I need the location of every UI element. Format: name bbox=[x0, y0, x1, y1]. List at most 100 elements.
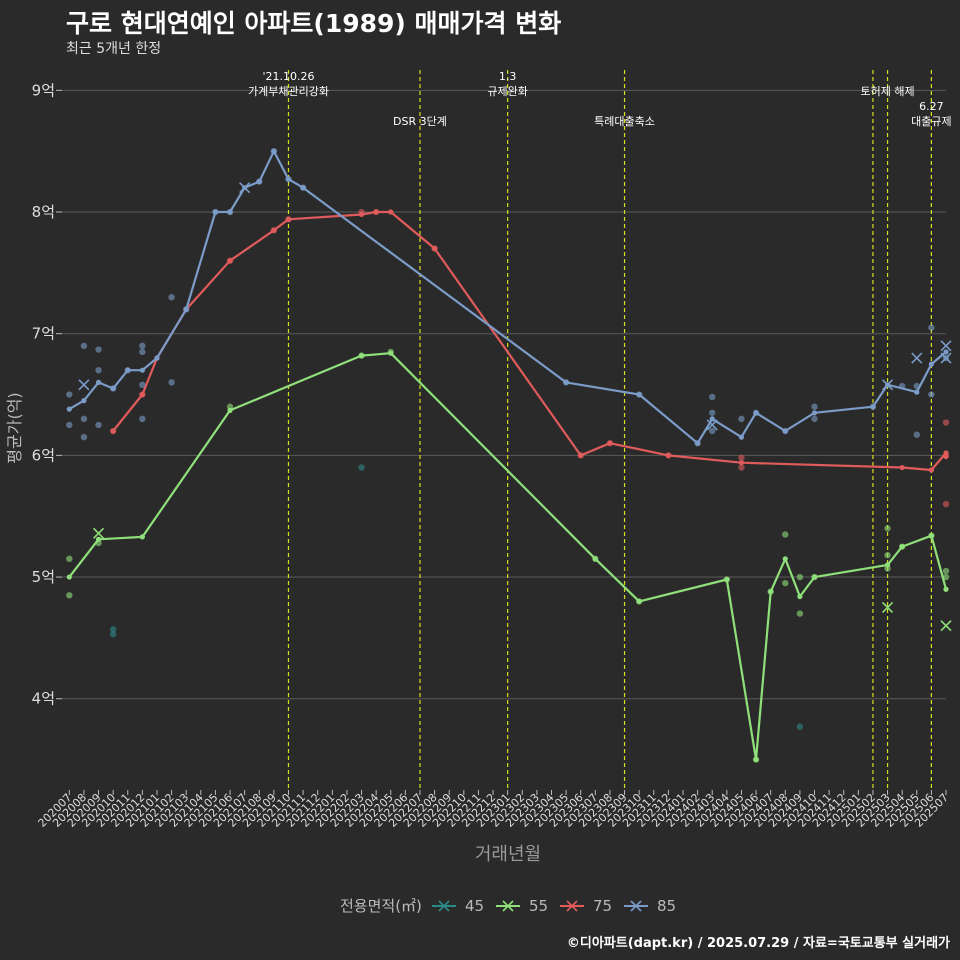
line-point bbox=[227, 209, 233, 215]
cross-marker bbox=[78, 379, 90, 391]
line-point bbox=[212, 209, 219, 215]
x-axis: 2020072020082020092020102020112020122021… bbox=[36, 790, 951, 830]
line-point bbox=[914, 389, 920, 395]
data-point bbox=[884, 565, 891, 572]
line-point bbox=[388, 209, 394, 215]
line-point bbox=[431, 245, 438, 252]
data-point bbox=[811, 403, 818, 410]
cross-marker bbox=[881, 379, 894, 391]
y-tick-label: 4억 bbox=[32, 690, 55, 708]
data-point bbox=[66, 391, 73, 398]
line-point bbox=[943, 349, 949, 355]
line-point bbox=[139, 391, 145, 398]
line-point bbox=[358, 353, 365, 359]
line-point bbox=[285, 176, 292, 182]
data-point bbox=[942, 567, 950, 575]
y-tick-label: 9억 bbox=[32, 81, 55, 99]
event-annotation-text: 특례대출축소 bbox=[594, 115, 655, 128]
event-annotation-text: 1.3 bbox=[499, 70, 517, 83]
data-point bbox=[782, 579, 789, 587]
data-point bbox=[709, 409, 716, 416]
line-point bbox=[738, 434, 745, 440]
cross-marker bbox=[92, 527, 105, 539]
cross-marker bbox=[239, 182, 251, 194]
legend-item-45: 45 bbox=[432, 897, 484, 915]
line-point bbox=[154, 355, 160, 361]
event-annotation-text: 규제완화 bbox=[487, 85, 527, 98]
line-point bbox=[271, 227, 277, 233]
line-point bbox=[768, 589, 774, 595]
data-point bbox=[782, 531, 789, 538]
data-point bbox=[796, 610, 804, 617]
series-45 bbox=[109, 464, 804, 730]
line-point bbox=[373, 209, 379, 215]
data-point bbox=[95, 346, 102, 353]
data-point bbox=[168, 379, 175, 386]
line-point bbox=[665, 452, 671, 458]
legend-label: 55 bbox=[529, 897, 548, 915]
line-point bbox=[811, 410, 818, 416]
series-85 bbox=[66, 147, 952, 447]
line-point bbox=[139, 534, 145, 540]
cross-marker bbox=[940, 352, 952, 364]
data-point bbox=[738, 454, 745, 462]
cross-marker bbox=[940, 620, 952, 632]
line-point bbox=[285, 216, 292, 222]
line-point bbox=[256, 178, 262, 185]
x-axis-label: 거래년월 bbox=[475, 844, 541, 865]
cross-marker bbox=[940, 340, 952, 352]
line-point bbox=[797, 593, 803, 600]
event-annotation-text: 토허제 해제 bbox=[860, 84, 914, 98]
data-point bbox=[796, 573, 804, 581]
line-point bbox=[95, 379, 102, 385]
line-point bbox=[811, 574, 818, 580]
line-point bbox=[870, 404, 876, 410]
series-55 bbox=[66, 348, 952, 763]
line-point bbox=[943, 453, 949, 460]
line-point bbox=[928, 361, 934, 367]
data-point bbox=[95, 421, 102, 429]
line-point bbox=[358, 211, 365, 218]
legend-label: 75 bbox=[593, 897, 612, 915]
y-tick-label: 7억 bbox=[32, 325, 55, 343]
data-point bbox=[109, 631, 117, 638]
data-point bbox=[928, 324, 935, 331]
legend-item-55: 55 bbox=[496, 897, 548, 915]
grid-lines bbox=[62, 89, 946, 700]
line-point bbox=[66, 406, 72, 412]
event-annotation-text: '21.10.26 bbox=[262, 70, 314, 83]
source-caption: ©디아파트(dapt.kr) / 2025.07.29 / 자료=국토교통부 실… bbox=[566, 936, 950, 951]
line-point bbox=[95, 536, 102, 542]
data-point bbox=[738, 464, 745, 471]
line-point bbox=[753, 756, 759, 763]
y-tick-label: 5억 bbox=[32, 568, 55, 586]
line-point bbox=[943, 586, 949, 592]
data-point bbox=[139, 348, 146, 356]
line-point bbox=[899, 544, 905, 550]
series-line bbox=[68, 352, 948, 761]
data-point bbox=[709, 393, 716, 401]
legend-label: 45 bbox=[465, 897, 484, 915]
line-point bbox=[636, 391, 642, 398]
data-point bbox=[358, 464, 365, 471]
line-point bbox=[139, 367, 145, 373]
line-point bbox=[81, 398, 87, 404]
line-point bbox=[110, 428, 116, 434]
data-point bbox=[168, 293, 175, 301]
line-point bbox=[884, 562, 891, 568]
line-point bbox=[592, 556, 598, 562]
data-point bbox=[139, 342, 146, 350]
data-point bbox=[913, 431, 920, 438]
data-point bbox=[738, 415, 745, 423]
legend-label: 85 bbox=[657, 897, 676, 915]
line-point bbox=[709, 416, 715, 422]
line-point bbox=[738, 460, 745, 466]
data-point bbox=[709, 427, 716, 435]
line-point bbox=[271, 148, 277, 154]
chart-title: 구로 현대연예인 아파트(1989) 매매가격 변화 bbox=[66, 9, 562, 38]
y-tick-label: 8억 bbox=[32, 203, 55, 221]
data-point bbox=[942, 419, 950, 426]
line-point bbox=[943, 450, 949, 456]
